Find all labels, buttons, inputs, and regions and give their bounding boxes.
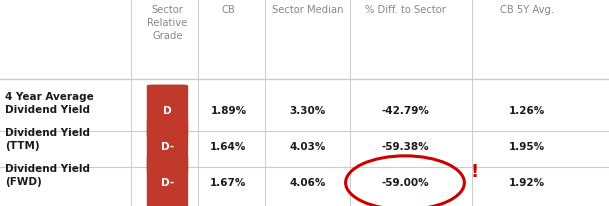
Text: Dividend Yield
(TTM): Dividend Yield (TTM)	[5, 128, 90, 151]
Text: -59.00%: -59.00%	[381, 178, 429, 188]
Text: Sector
Relative
Grade: Sector Relative Grade	[147, 5, 188, 41]
Text: 1.92%: 1.92%	[509, 178, 545, 188]
Text: 1.26%: 1.26%	[509, 106, 545, 116]
Text: D-: D-	[161, 142, 174, 152]
Text: 4 Year Average
Dividend Yield: 4 Year Average Dividend Yield	[5, 92, 94, 116]
Text: CB: CB	[222, 5, 235, 15]
FancyBboxPatch shape	[147, 84, 188, 138]
Text: 1.95%: 1.95%	[509, 142, 545, 152]
Text: D-: D-	[161, 178, 174, 188]
Text: 1.67%: 1.67%	[210, 178, 247, 188]
Text: !: !	[471, 163, 479, 181]
Text: D: D	[163, 106, 172, 116]
Text: CB 5Y Avg.: CB 5Y Avg.	[500, 5, 554, 15]
Text: 1.64%: 1.64%	[210, 142, 247, 152]
FancyBboxPatch shape	[147, 120, 188, 173]
Text: 3.30%: 3.30%	[289, 106, 326, 116]
FancyBboxPatch shape	[147, 156, 188, 206]
Text: -59.38%: -59.38%	[381, 142, 429, 152]
Text: Sector Median: Sector Median	[272, 5, 343, 15]
Text: Dividend Yield
(FWD): Dividend Yield (FWD)	[5, 164, 90, 187]
Text: 4.03%: 4.03%	[289, 142, 326, 152]
Text: 1.89%: 1.89%	[210, 106, 247, 116]
Text: 4.06%: 4.06%	[289, 178, 326, 188]
Text: % Diff. to Sector: % Diff. to Sector	[365, 5, 445, 15]
Text: -42.79%: -42.79%	[381, 106, 429, 116]
